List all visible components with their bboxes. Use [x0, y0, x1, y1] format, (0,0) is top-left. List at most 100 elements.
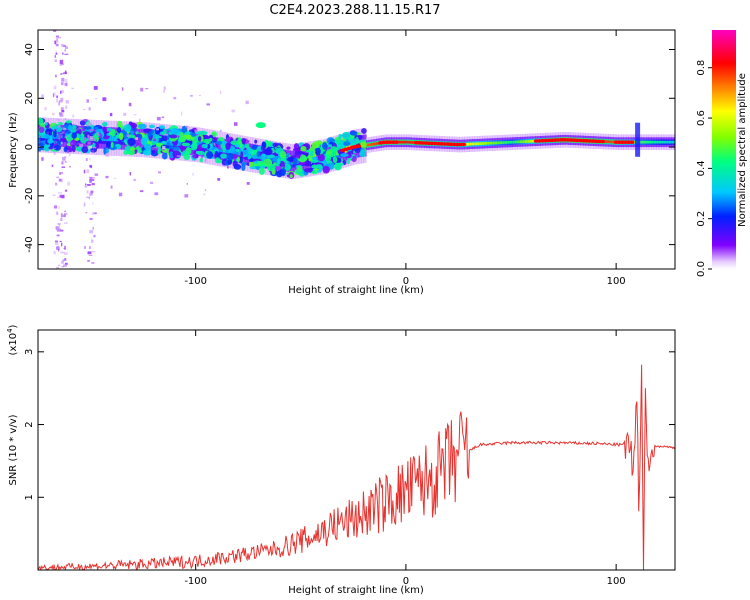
spectrogram-blob: [198, 130, 208, 136]
spectrogram-speck: [163, 86, 166, 90]
spectrogram-peak: [629, 140, 635, 144]
spectrogram-blob: [215, 140, 223, 145]
spectrogram-cell: [497, 141, 501, 145]
colorbar-tick-label: 0.0: [696, 261, 707, 277]
spectrogram-speck: [199, 94, 201, 96]
spectrogram-speck: [65, 136, 68, 138]
snr-ytick-label: 3: [24, 349, 35, 355]
spectrogram-speck: [156, 128, 159, 131]
spectrogram-blob: [107, 127, 112, 132]
snr-frame: [37, 329, 676, 571]
spectrogram-blob: [258, 167, 265, 175]
spectrogram-blob: [328, 138, 336, 143]
spectrogram-xtick-label: 100: [607, 276, 626, 287]
spectrogram-blob: [127, 137, 136, 146]
spectrogram-cell: [330, 151, 334, 158]
spectrogram-cell: [224, 146, 228, 153]
spectrogram-blob: [293, 157, 298, 166]
spectrogram-cell: [376, 142, 380, 145]
spectrogram-cell: [529, 139, 534, 143]
spectrogram-cell: [474, 142, 478, 146]
spectrogram-cell: [398, 140, 402, 144]
spectrogram-blob: [169, 134, 178, 139]
spectrogram-speck: [72, 114, 75, 118]
spectrogram-cell: [371, 143, 375, 146]
spectrogram-blob: [266, 154, 275, 159]
spectrogram-blob: [332, 156, 338, 164]
spectrogram-cell: [522, 140, 526, 143]
spectrogram-cell: [499, 141, 503, 144]
spectrogram-blob: [256, 160, 265, 167]
spectrogram-xlabel: Height of straight line (km): [288, 285, 424, 296]
spectrogram-blob: [116, 127, 122, 134]
spectrogram-speck: [63, 127, 67, 130]
spectrogram-blob: [256, 151, 260, 158]
spectrogram-blob: [206, 151, 214, 159]
colorbar-label: Normalized spectral amplitude: [737, 73, 748, 227]
spectrogram-cell: [479, 142, 483, 145]
spectrogram-speck: [129, 172, 132, 176]
spectrogram-blob: [310, 159, 319, 163]
spectrogram-speck: [91, 238, 93, 242]
spectrogram-blob: [225, 142, 231, 150]
spectrogram-speck: [89, 179, 92, 183]
snr-ticks: -100 0 100 1 2 3: [24, 330, 675, 587]
spectrogram-blob: [313, 153, 317, 157]
spectrogram-speck: [52, 194, 56, 196]
spectrogram-speck: [79, 144, 84, 147]
spectrogram-cell: [111, 135, 115, 142]
colorbar: 0.0 0.2 0.4 0.6 0.8 Normalized spectral ampl…: [696, 30, 748, 277]
spectrogram-speck: [64, 189, 68, 192]
spectrogram-speck: [59, 172, 63, 175]
spectrogram-peak: [461, 142, 467, 147]
spectrogram-speck: [140, 87, 144, 92]
spectrogram-peak: [600, 139, 605, 144]
spectrogram-cell: [487, 141, 491, 145]
spectrogram-speck: [83, 119, 88, 122]
spectrogram-speck: [217, 178, 221, 181]
spectrogram-cell: [176, 139, 180, 146]
spectrogram-blob: [289, 174, 293, 179]
spectrogram-speck: [53, 251, 56, 255]
spectrogram-blob: [143, 134, 148, 139]
spectrogram-speck: [56, 234, 60, 237]
spectrogram-speck: [54, 85, 57, 90]
spectrogram-speck: [194, 129, 198, 133]
spectrogram-blob: [64, 130, 71, 134]
spectrogram-cell: [524, 140, 529, 143]
spectrogram-speck: [64, 210, 66, 213]
spectrogram-speck: [86, 99, 89, 103]
spectrogram-blob: [235, 148, 240, 153]
spectrogram-cell: [663, 140, 667, 144]
spectrogram-cell: [494, 141, 498, 145]
spectrogram-blob: [161, 140, 167, 145]
spectrogram-cell: [643, 140, 647, 144]
spectrogram-speck: [51, 164, 54, 168]
spectrogram-blob: [227, 158, 233, 165]
spectrogram-speck: [87, 251, 92, 255]
spectrogram-blob: [330, 146, 338, 153]
spectrogram-blob: [170, 127, 179, 135]
spectrogram-speck: [88, 254, 93, 256]
spectrogram-speck: [60, 195, 64, 198]
spectrogram-speck: [65, 46, 68, 49]
spectrogram-blob: [311, 157, 318, 160]
spectrogram-blob: [286, 146, 291, 150]
spectrogram-speck: [90, 190, 93, 195]
spectrogram-speck: [70, 142, 74, 145]
spectrogram-frame: [37, 29, 676, 270]
spectrogram-speck: [186, 183, 188, 185]
snr-xtick-label: -100: [184, 576, 207, 587]
spectrogram-speck: [56, 99, 58, 103]
spectrogram-blob: [309, 150, 314, 156]
spectrogram-cell: [108, 135, 112, 142]
spectrogram-cell: [502, 141, 506, 144]
spectrogram-blob: [359, 150, 367, 158]
spectrogram-speck: [61, 73, 65, 75]
spectrogram-peak: [393, 140, 399, 144]
spectrogram-blob: [349, 131, 358, 136]
spectrogram-speck: [156, 147, 159, 150]
spectrogram-speck: [55, 226, 59, 231]
spectrogram-cell: [373, 142, 377, 146]
spectrogram-blob: [247, 155, 251, 160]
